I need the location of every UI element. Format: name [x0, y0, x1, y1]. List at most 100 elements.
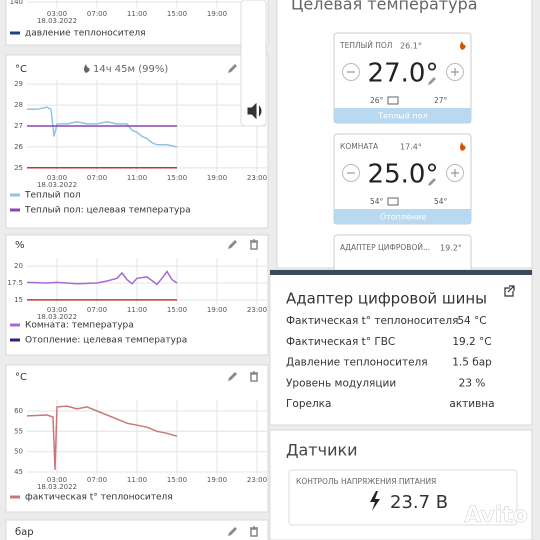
delete-icon[interactable]	[250, 239, 258, 250]
row-label: Давление теплоносителя	[286, 357, 428, 369]
y-tick-label: 50	[14, 448, 23, 456]
x-tick-label: 19:00	[207, 10, 227, 18]
row-value: 23 %	[459, 377, 486, 389]
flame-icon	[460, 41, 466, 50]
x-tick-label: 11:00	[127, 174, 147, 182]
x-tick-label: 07:00	[87, 174, 107, 182]
y-tick-label: 28	[14, 101, 23, 109]
zone-current: 17.4°	[400, 143, 422, 152]
legend-label: Отопление: целевая температура	[25, 336, 187, 346]
zone-current: 26.1°	[400, 42, 422, 51]
setpoint: 27.0°	[368, 59, 439, 89]
row-label: Уровень модуляции	[286, 377, 396, 389]
date-label: 18.03.2022	[37, 181, 77, 189]
unit-label: %	[15, 240, 25, 251]
legend-label: Комната: температура	[25, 321, 134, 331]
side-widget[interactable]	[240, 0, 267, 127]
row-value: 1.5 бар	[452, 357, 492, 369]
y-tick-label: 20	[14, 262, 23, 270]
edit-icon[interactable]	[428, 178, 436, 186]
footer-band	[334, 209, 471, 224]
series-line	[27, 106, 178, 148]
row-value: 54 °C	[457, 315, 486, 327]
x-tick-label: 23:00	[247, 476, 267, 484]
y-tick-label: 17.5	[7, 279, 23, 287]
button-sign[interactable]	[451, 169, 459, 177]
flame-icon	[84, 64, 90, 73]
unit-label: °C	[15, 64, 27, 75]
x-tick-label: 15:00	[167, 10, 187, 18]
x-tick-label: 15:00	[167, 174, 187, 182]
right-reading: 27°	[434, 96, 448, 105]
x-tick-label: 11:00	[127, 476, 147, 484]
edit-icon[interactable]	[428, 77, 436, 85]
y-tick-label: 60	[14, 407, 23, 415]
y-tick-label: 26	[14, 143, 23, 151]
x-tick-label: 11:00	[127, 10, 147, 18]
unit-label: бар	[15, 527, 34, 538]
zone-name: КОМНАТА	[340, 142, 379, 151]
unit-label: °C	[15, 372, 27, 383]
bolt-icon	[370, 491, 380, 511]
x-tick-label: 19:00	[207, 174, 227, 182]
y-tick-label: 29	[14, 80, 23, 88]
legend-swatch	[10, 323, 20, 327]
edit-icon[interactable]	[228, 240, 237, 249]
legend-swatch	[10, 31, 20, 35]
legend-label: Теплый пол	[24, 191, 81, 201]
plus-button[interactable]	[446, 63, 464, 81]
status-icon	[387, 96, 399, 105]
right-reading: 54°	[434, 197, 448, 206]
edit-icon[interactable]	[228, 64, 237, 73]
row-label: Горелка	[286, 398, 331, 410]
edit-icon[interactable]	[228, 372, 237, 381]
zone-name: АДАПТЕР ЦИФРОВОЙ...	[340, 243, 430, 252]
sound-icon[interactable]	[247, 102, 262, 120]
plus-button[interactable]	[446, 164, 464, 182]
x-tick-label: 07:00	[87, 476, 107, 484]
zone-current: 19.2°	[440, 244, 462, 253]
minus-button[interactable]	[342, 63, 360, 81]
left-reading: 54°	[370, 197, 384, 206]
minus-button[interactable]	[342, 164, 360, 182]
x-tick-label: 23:00	[247, 306, 267, 314]
duration-label: 14ч 45м (99%)	[93, 64, 168, 75]
sensor-label: КОНТРОЛЬ НАПРЯЖЕНИЯ ПИТАНИЯ	[296, 477, 436, 486]
footer-label: Теплый пол	[377, 112, 427, 121]
y-tick-label: 15	[14, 296, 23, 304]
x-tick-label: 03:00	[47, 306, 67, 314]
footer-band	[334, 108, 471, 123]
series-line	[26, 405, 178, 470]
x-tick-label: 19:00	[207, 476, 227, 484]
row-value: активна	[449, 398, 494, 410]
y-tick-label: 140	[10, 0, 23, 6]
date-label: 18.03.2022	[37, 17, 77, 25]
x-tick-label: 15:00	[167, 476, 187, 484]
y-tick-label: 45	[14, 468, 23, 476]
zone-name: ТЕПЛЫЙ ПОЛ	[339, 41, 392, 50]
setpoint: 25.0°	[368, 160, 439, 190]
x-tick-label: 19:00	[207, 306, 227, 314]
legend-label: Теплый пол: целевая температура	[24, 206, 191, 216]
legend-swatch	[10, 193, 20, 197]
row-label: Фактическая t° ГВС	[286, 336, 395, 348]
delete-icon[interactable]	[250, 371, 258, 382]
panel-title: Целевая температура	[291, 0, 478, 14]
date-label: 18.03.2022	[37, 313, 77, 321]
legend-swatch	[10, 208, 20, 212]
edit-icon[interactable]	[228, 527, 237, 536]
footer-label: Отопление	[380, 213, 427, 222]
delete-icon[interactable]	[250, 526, 258, 537]
sensor-box	[288, 469, 518, 526]
left-reading: 26°	[370, 96, 384, 105]
sensor-value: 23.7 В	[390, 492, 448, 513]
adapter-card	[269, 269, 533, 426]
open-icon[interactable]	[504, 285, 515, 297]
y-tick-label: 27	[14, 122, 23, 130]
button-sign[interactable]	[451, 68, 459, 76]
x-tick-label: 03:00	[47, 10, 67, 18]
chart-card	[5, 519, 269, 540]
watermark: Avito	[464, 503, 528, 528]
